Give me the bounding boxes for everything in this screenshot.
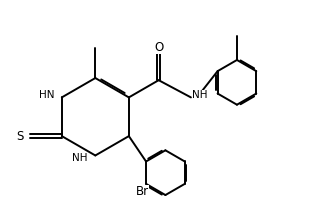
- Text: NH: NH: [72, 153, 87, 163]
- Text: HN: HN: [39, 90, 54, 100]
- Text: S: S: [17, 130, 24, 143]
- Text: NH: NH: [192, 90, 207, 100]
- Text: O: O: [154, 41, 163, 54]
- Text: Br: Br: [136, 185, 149, 198]
